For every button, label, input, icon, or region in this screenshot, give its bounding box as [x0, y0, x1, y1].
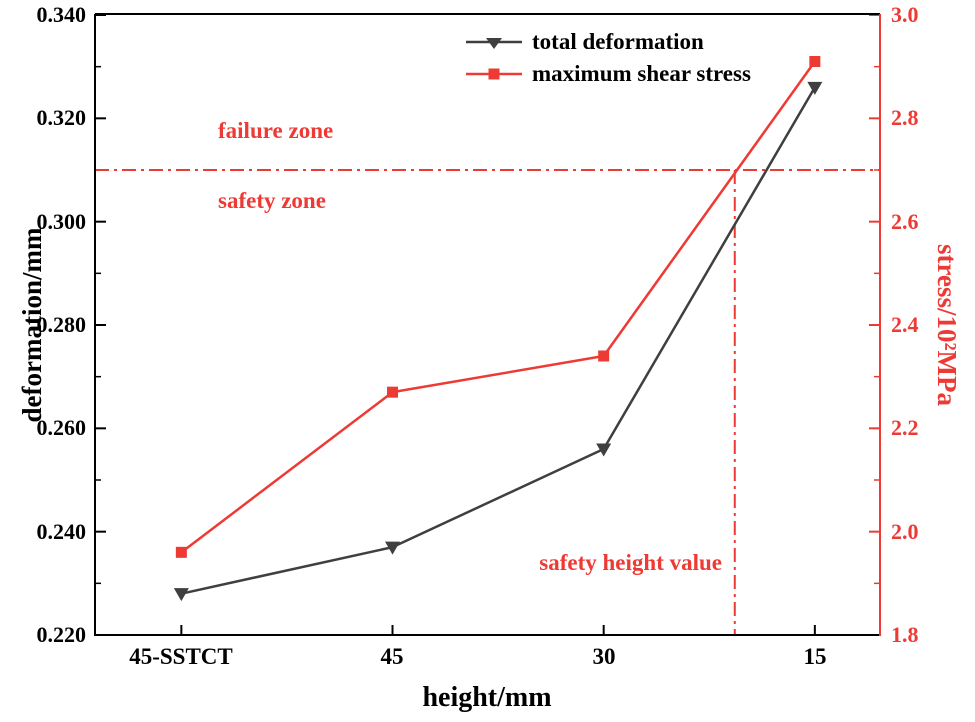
- x-tick: 45-SSTCT: [129, 644, 233, 669]
- legend-label: maximum shear stress: [532, 61, 751, 86]
- legend-swatch-triangle-icon: [466, 38, 522, 49]
- failure-zone-label: failure zone: [218, 118, 334, 143]
- legend-swatch-square-icon: [466, 68, 522, 80]
- y-tick-left: 0.220: [36, 622, 87, 647]
- data-point-square: [598, 350, 610, 362]
- data-point-triangle: [596, 443, 612, 457]
- data-point-square: [175, 546, 187, 558]
- safety-zone-label: safety zone: [218, 188, 326, 213]
- y-tick-right: 2.4: [891, 312, 919, 337]
- data-point-triangle: [807, 81, 823, 95]
- y-tick-right: 3.0: [891, 2, 919, 27]
- legend-label: total deformation: [532, 29, 704, 54]
- y-tick-left: 0.240: [36, 519, 87, 544]
- y-tick-right: 2.6: [891, 209, 919, 234]
- x-tick: 30: [592, 644, 616, 669]
- y-tick-left: 0.280: [36, 312, 87, 337]
- data-point-square: [387, 386, 399, 398]
- y-tick-left: 0.340: [36, 2, 87, 27]
- y-tick-right: 2.8: [891, 105, 919, 130]
- data-point-triangle: [385, 541, 401, 555]
- x-tick: 45: [380, 644, 404, 669]
- y-tick-right: 2.0: [891, 519, 919, 544]
- legend-item-total-deformation: total deformation: [466, 26, 751, 58]
- series-line-0: [180, 86, 817, 595]
- y-tick-right: 2.2: [891, 415, 919, 440]
- y-axis-label-left: deformation/mm: [17, 227, 47, 423]
- x-tick: 15: [803, 644, 827, 669]
- data-point-square: [809, 56, 821, 67]
- y-axis-label-right: stress/10²MPa: [932, 243, 962, 407]
- legend: total deformation maximum shear stress: [466, 26, 751, 90]
- x-axis-label: height/mm: [422, 682, 552, 713]
- y-tick-left: 0.320: [36, 105, 87, 130]
- data-point-triangle: [173, 588, 189, 602]
- safety-height-label: safety height value: [539, 550, 722, 575]
- y-tick-left: 0.300: [36, 209, 87, 234]
- y-tick-right: 1.8: [891, 622, 919, 647]
- series-line-1: [180, 60, 817, 554]
- y-tick-left: 0.260: [36, 415, 87, 440]
- legend-item-max-shear-stress: maximum shear stress: [466, 58, 751, 90]
